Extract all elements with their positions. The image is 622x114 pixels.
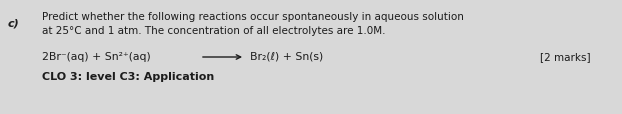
Text: Predict whether the following reactions occur spontaneously in aqueous solution: Predict whether the following reactions … — [42, 12, 464, 22]
Text: Br₂(ℓ) + Sn(s): Br₂(ℓ) + Sn(s) — [250, 52, 323, 61]
Text: 2Br⁻(aq) + Sn²⁺(aq): 2Br⁻(aq) + Sn²⁺(aq) — [42, 52, 151, 61]
Text: c): c) — [8, 18, 20, 28]
Text: at 25°C and 1 atm. The concentration of all electrolytes are 1.0M.: at 25°C and 1 atm. The concentration of … — [42, 26, 386, 36]
Text: CLO 3: level C3: Application: CLO 3: level C3: Application — [42, 71, 214, 81]
Text: [2 marks]: [2 marks] — [540, 52, 591, 61]
